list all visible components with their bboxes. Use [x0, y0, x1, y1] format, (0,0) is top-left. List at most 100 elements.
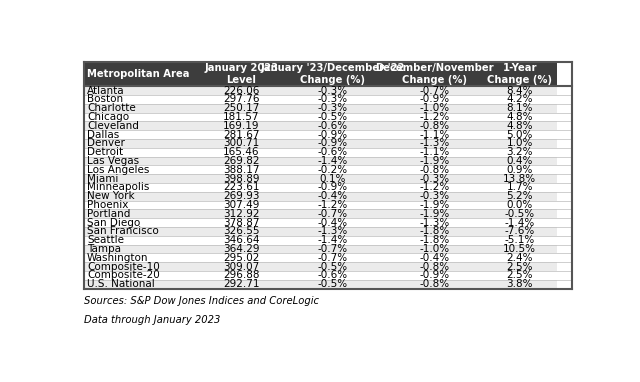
- Text: Minneapolis: Minneapolis: [87, 182, 149, 192]
- Bar: [387, 165, 482, 174]
- Bar: [482, 244, 557, 253]
- Text: 3.8%: 3.8%: [506, 279, 533, 289]
- Text: -1.2%: -1.2%: [419, 112, 449, 122]
- Text: Washington: Washington: [87, 253, 148, 263]
- Text: -0.6%: -0.6%: [318, 147, 348, 157]
- Bar: [482, 157, 557, 165]
- Bar: [482, 271, 557, 280]
- Bar: [387, 227, 482, 236]
- Bar: [279, 157, 387, 165]
- Bar: [482, 218, 557, 227]
- Text: Seattle: Seattle: [87, 235, 124, 245]
- Bar: [279, 130, 387, 139]
- Bar: [84, 253, 204, 262]
- Text: -1.2%: -1.2%: [317, 200, 348, 210]
- Bar: [387, 280, 482, 288]
- Text: -1.1%: -1.1%: [419, 147, 449, 157]
- Text: 0.1%: 0.1%: [320, 173, 346, 183]
- Text: 5.2%: 5.2%: [506, 191, 533, 201]
- Text: -1.2%: -1.2%: [419, 182, 449, 192]
- Bar: [279, 201, 387, 209]
- Bar: [482, 113, 557, 121]
- Text: -0.3%: -0.3%: [318, 86, 348, 96]
- Bar: [279, 104, 387, 113]
- Bar: [387, 62, 482, 86]
- Text: -7.6%: -7.6%: [504, 226, 534, 236]
- Bar: [482, 280, 557, 288]
- Text: San Francisco: San Francisco: [87, 226, 159, 236]
- Text: -1.4%: -1.4%: [317, 156, 348, 166]
- Bar: [84, 174, 204, 183]
- Bar: [279, 95, 387, 104]
- Text: 295.02: 295.02: [223, 253, 260, 263]
- Text: 398.89: 398.89: [223, 173, 260, 183]
- Text: -0.8%: -0.8%: [419, 279, 449, 289]
- Text: 13.8%: 13.8%: [503, 173, 536, 183]
- Text: 169.19: 169.19: [223, 121, 260, 131]
- Bar: [387, 121, 482, 130]
- Bar: [84, 139, 204, 148]
- Text: 181.57: 181.57: [223, 112, 260, 122]
- Bar: [204, 130, 279, 139]
- Bar: [204, 271, 279, 280]
- Text: Detroit: Detroit: [87, 147, 123, 157]
- Text: -1.9%: -1.9%: [419, 209, 449, 219]
- Text: 4.8%: 4.8%: [506, 121, 533, 131]
- Text: -0.4%: -0.4%: [318, 217, 348, 228]
- Bar: [387, 148, 482, 157]
- Text: 281.67: 281.67: [223, 129, 260, 139]
- Text: -1.1%: -1.1%: [419, 129, 449, 139]
- Bar: [279, 244, 387, 253]
- Bar: [387, 86, 482, 95]
- Bar: [204, 209, 279, 218]
- Bar: [84, 148, 204, 157]
- Text: 0.4%: 0.4%: [506, 156, 532, 166]
- Text: -0.9%: -0.9%: [419, 270, 449, 280]
- Bar: [482, 209, 557, 218]
- Text: -1.4%: -1.4%: [504, 217, 534, 228]
- Bar: [279, 62, 387, 86]
- Text: 307.49: 307.49: [223, 200, 260, 210]
- Bar: [84, 227, 204, 236]
- Text: -1.3%: -1.3%: [419, 217, 449, 228]
- Bar: [482, 262, 557, 271]
- Bar: [387, 174, 482, 183]
- Bar: [279, 165, 387, 174]
- Bar: [204, 157, 279, 165]
- Bar: [204, 183, 279, 192]
- Text: -1.0%: -1.0%: [419, 103, 449, 113]
- Bar: [387, 244, 482, 253]
- Bar: [482, 253, 557, 262]
- Text: 2.5%: 2.5%: [506, 262, 533, 272]
- Text: -1.0%: -1.0%: [419, 244, 449, 254]
- Bar: [204, 227, 279, 236]
- Text: -0.6%: -0.6%: [318, 270, 348, 280]
- Text: U.S. National: U.S. National: [87, 279, 155, 289]
- Bar: [84, 113, 204, 121]
- Bar: [84, 192, 204, 201]
- Bar: [387, 218, 482, 227]
- Bar: [84, 157, 204, 165]
- Text: 223.61: 223.61: [223, 182, 260, 192]
- Text: -0.3%: -0.3%: [318, 103, 348, 113]
- Text: 269.93: 269.93: [223, 191, 260, 201]
- Text: 4.2%: 4.2%: [506, 94, 533, 104]
- Bar: [204, 95, 279, 104]
- Bar: [387, 183, 482, 192]
- Text: -0.9%: -0.9%: [318, 182, 348, 192]
- Text: 0.0%: 0.0%: [506, 200, 532, 210]
- Bar: [387, 139, 482, 148]
- Text: 5.0%: 5.0%: [506, 129, 532, 139]
- Text: 1.7%: 1.7%: [506, 182, 533, 192]
- Text: -0.9%: -0.9%: [318, 138, 348, 148]
- Bar: [482, 148, 557, 157]
- Bar: [482, 95, 557, 104]
- Bar: [84, 121, 204, 130]
- Bar: [482, 62, 557, 86]
- Text: 3.2%: 3.2%: [506, 147, 533, 157]
- Bar: [84, 280, 204, 288]
- Bar: [204, 121, 279, 130]
- Bar: [84, 201, 204, 209]
- Text: Charlotte: Charlotte: [87, 103, 136, 113]
- Text: -0.3%: -0.3%: [318, 94, 348, 104]
